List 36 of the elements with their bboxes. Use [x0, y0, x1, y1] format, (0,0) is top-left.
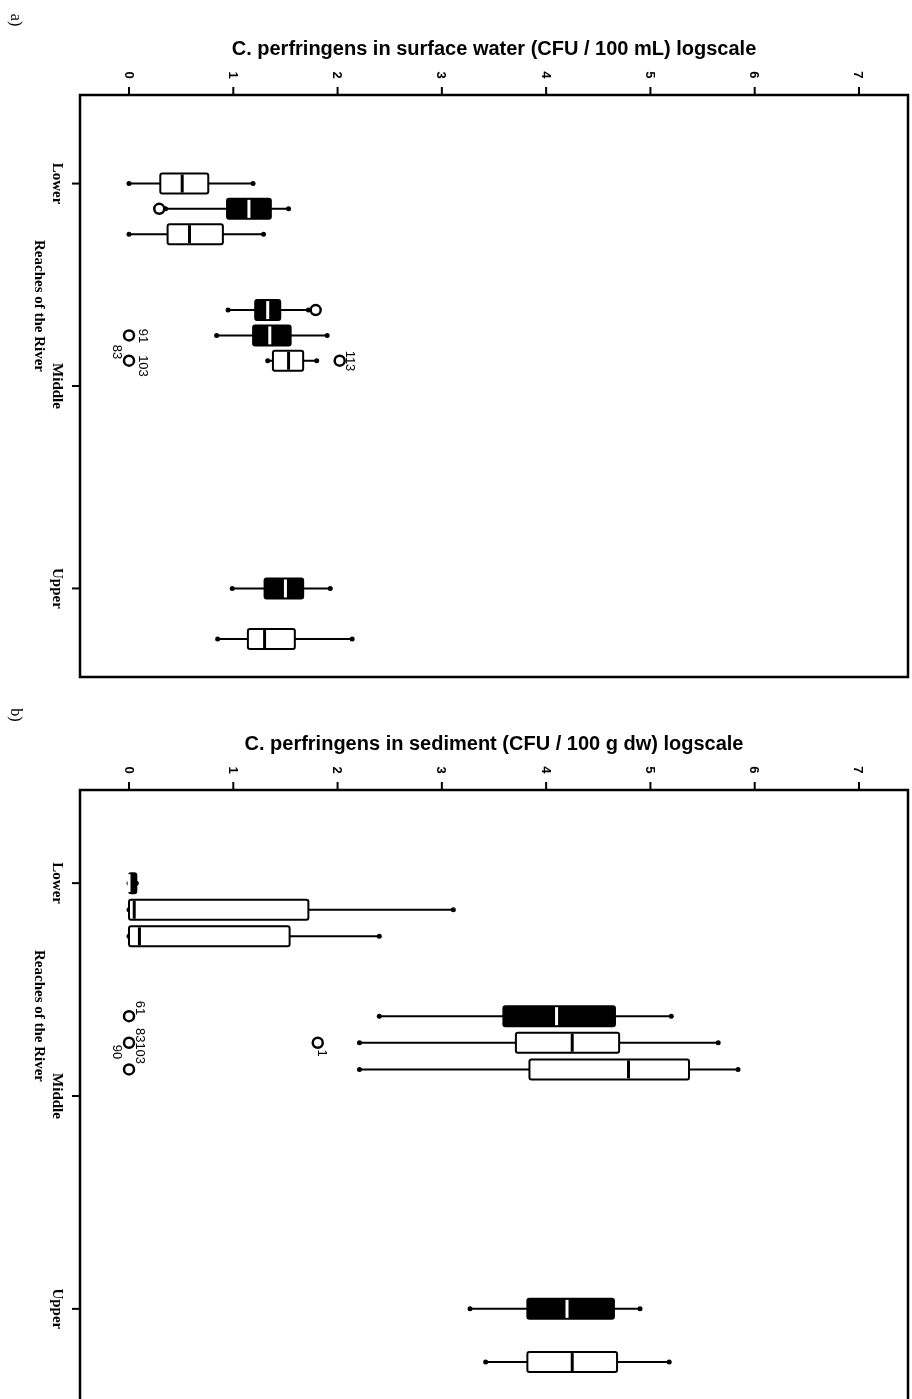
x-tick-label: 7 [851, 71, 867, 79]
x-tick-label: 3 [434, 71, 450, 79]
annotation: 61 [132, 1000, 148, 1016]
x-tick-label: 4 [538, 766, 554, 775]
y-axis-title: Reaches of the River [32, 239, 48, 373]
x-tick-label: 2 [330, 71, 346, 79]
x-tick-label: 3 [434, 766, 450, 774]
x-tick-label: 6 [747, 71, 763, 79]
x-tick-label: 0 [121, 71, 137, 79]
x-tick-label: 4 [538, 71, 554, 80]
x-tick-label: 1 [225, 766, 241, 774]
y-tick-label: Upper [50, 1288, 66, 1330]
y-tick-label: Middle [50, 363, 66, 410]
y-axis-title: Reaches of the River [32, 949, 48, 1083]
y-tick-label: Middle [50, 1073, 66, 1120]
y-tick-label: Lower [50, 862, 66, 905]
annotation: 113 [342, 350, 358, 372]
x-axis-title: C. perfringens in sediment (CFU / 100 g dw) logscale [244, 732, 744, 754]
annotation: 103 [135, 355, 151, 377]
annotation: 83 [109, 344, 125, 360]
x-tick-label: 1 [225, 71, 241, 79]
y-tick-label: Lower [50, 162, 66, 205]
chart-title: a) [6, 13, 25, 27]
annotation: 91 [135, 328, 151, 344]
x-axis-title: C. perfringens in surface water (CFU / 100 mL) logscale [231, 37, 757, 59]
annotation: 1 [314, 1049, 330, 1057]
x-tick-label: 5 [642, 71, 658, 79]
annotation: 83103 [132, 1027, 148, 1065]
chart-title: b) [6, 708, 25, 722]
x-tick-label: 7 [851, 766, 867, 774]
x-tick-label: 6 [747, 766, 763, 774]
x-tick-label: 0 [121, 766, 137, 774]
x-tick-label: 5 [642, 766, 658, 774]
x-tick-label: 2 [330, 766, 346, 774]
y-tick-label: Upper [50, 568, 66, 610]
annotation: 90 [109, 1044, 125, 1060]
